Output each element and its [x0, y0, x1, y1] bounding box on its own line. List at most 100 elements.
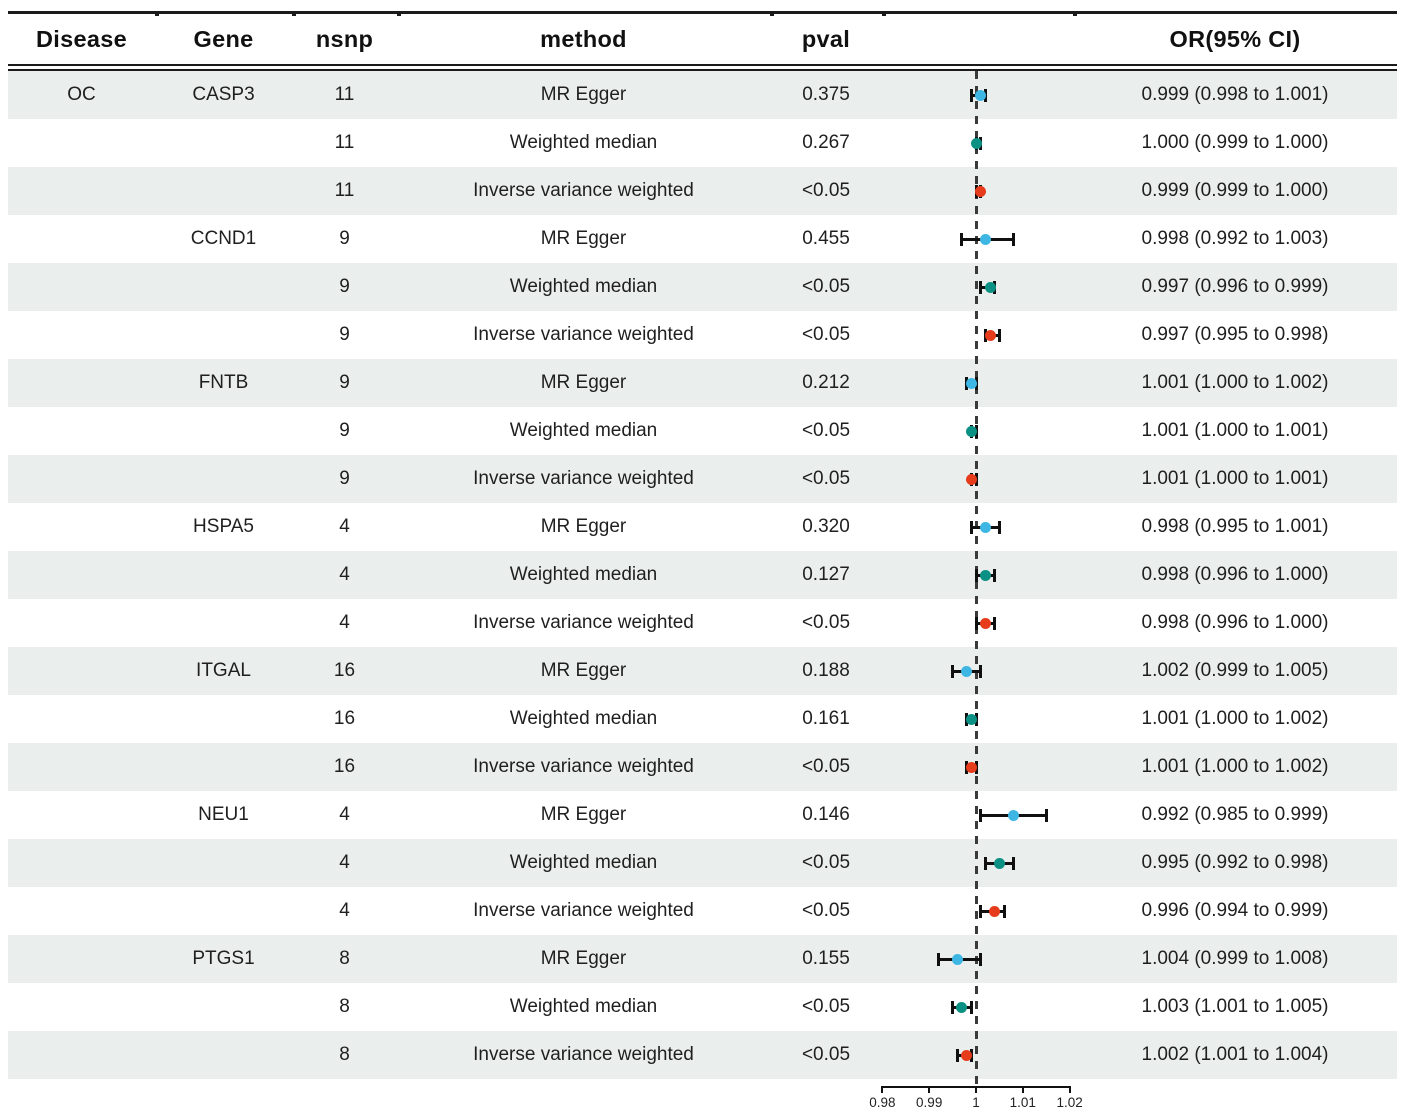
cell-method: MR Egger [540, 228, 627, 249]
cell-method: MR Egger [540, 84, 627, 105]
cell-method: Inverse variance weighted [473, 180, 694, 201]
cell-nsnp: 4 [339, 516, 350, 537]
cell-pval: <0.05 [801, 276, 851, 297]
cell-or: 1.003 (1.001 to 1.005) [1141, 996, 1329, 1017]
table-row: PTGS1 8 MR Egger 0.155 1.004 (0.999 to 1… [8, 935, 1397, 983]
cell-nsnp: 8 [339, 948, 350, 969]
cell-nsnp: 9 [339, 276, 350, 297]
rule-joint [397, 14, 401, 16]
cell-gene: ITGAL [196, 660, 251, 681]
table-row: 4 Weighted median 0.127 0.998 (0.996 to … [8, 551, 1397, 599]
header-method: method [540, 26, 627, 52]
rule-joint [882, 14, 886, 16]
cell-or: 0.998 (0.992 to 1.003) [1141, 228, 1329, 249]
cell-method: Inverse variance weighted [473, 756, 694, 777]
cell-method: Weighted median [509, 420, 658, 441]
cell-gene: HSPA5 [193, 516, 254, 537]
cell-nsnp: 4 [339, 852, 350, 873]
header-row: Disease Gene nsnp method pval OR(95% CI) [8, 15, 1397, 64]
cell-pval: 0.320 [802, 516, 850, 537]
rule-joint [155, 14, 159, 16]
cell-pval: <0.05 [801, 900, 851, 921]
table-row: 11 Inverse variance weighted <0.05 0.999… [8, 167, 1397, 215]
cell-pval: 0.267 [802, 132, 850, 153]
header-pval: pval [801, 26, 851, 52]
cell-method: Inverse variance weighted [473, 1044, 694, 1065]
cell-or: 0.998 (0.996 to 1.000) [1141, 564, 1329, 585]
cell-pval: 0.155 [802, 948, 850, 969]
table-body: OC CASP3 11 MR Egger 0.375 0.999 (0.998 … [8, 71, 1397, 1079]
table-row: HSPA5 4 MR Egger 0.320 0.998 (0.995 to 1… [8, 503, 1397, 551]
cell-nsnp: 4 [339, 564, 350, 585]
axis-tick [1068, 1086, 1071, 1093]
cell-pval: <0.05 [801, 996, 851, 1017]
table-row: OC CASP3 11 MR Egger 0.375 0.999 (0.998 … [8, 71, 1397, 119]
table-row: 8 Weighted median <0.05 1.003 (1.001 to … [8, 983, 1397, 1031]
axis-tick [975, 1086, 977, 1093]
cell-pval: 0.161 [802, 708, 850, 729]
cell-or: 1.004 (0.999 to 1.008) [1141, 948, 1329, 969]
cell-nsnp: 11 [334, 180, 355, 201]
cell-nsnp: 9 [339, 420, 350, 441]
top-rule [8, 11, 1397, 14]
table-row: 9 Weighted median <0.05 0.997 (0.996 to … [8, 263, 1397, 311]
cell-nsnp: 4 [339, 612, 350, 633]
cell-pval: 0.212 [802, 372, 850, 393]
table-row: ITGAL 16 MR Egger 0.188 1.002 (0.999 to … [8, 647, 1397, 695]
cell-or: 1.002 (0.999 to 1.005) [1141, 660, 1329, 681]
cell-method: MR Egger [540, 660, 627, 681]
table-row: 9 Inverse variance weighted <0.05 0.997 … [8, 311, 1397, 359]
cell-or: 1.002 (1.001 to 1.004) [1141, 1044, 1329, 1065]
cell-nsnp: 11 [334, 84, 355, 105]
cell-pval: <0.05 [801, 420, 851, 441]
cell-pval: 0.188 [802, 660, 850, 681]
axis-tick [881, 1086, 884, 1093]
cell-or: 1.000 (0.999 to 1.000) [1141, 132, 1329, 153]
cell-or: 0.999 (0.998 to 1.001) [1141, 84, 1329, 105]
cell-pval: <0.05 [801, 852, 851, 873]
cell-or: 1.001 (1.000 to 1.002) [1141, 372, 1329, 393]
cell-disease: OC [67, 84, 96, 105]
table-row: 9 Weighted median <0.05 1.001 (1.000 to … [8, 407, 1397, 455]
cell-or: 0.996 (0.994 to 0.999) [1141, 900, 1329, 921]
cell-or: 1.001 (1.000 to 1.001) [1141, 468, 1329, 489]
axis-tick-label: 0.98 [869, 1095, 896, 1110]
cell-or: 1.001 (1.000 to 1.002) [1141, 708, 1329, 729]
axis-tick-label: 1.01 [1009, 1095, 1036, 1110]
table-row: 8 Inverse variance weighted <0.05 1.002 … [8, 1031, 1397, 1079]
table-row: 16 Weighted median 0.161 1.001 (1.000 to… [8, 695, 1397, 743]
table-row: 4 Inverse variance weighted <0.05 0.998 … [8, 599, 1397, 647]
cell-method: Inverse variance weighted [473, 900, 694, 921]
rule-joint [1073, 14, 1077, 16]
table-row: 9 Inverse variance weighted <0.05 1.001 … [8, 455, 1397, 503]
cell-pval: <0.05 [801, 324, 851, 345]
header-or: OR(95% CI) [1169, 26, 1301, 52]
cell-method: MR Egger [540, 372, 627, 393]
cell-nsnp: 16 [333, 756, 356, 777]
cell-method: Weighted median [509, 132, 658, 153]
table-row: 4 Weighted median <0.05 0.995 (0.992 to … [8, 839, 1397, 887]
cell-gene: PTGS1 [192, 948, 255, 969]
cell-method: Inverse variance weighted [473, 324, 694, 345]
table-row: CCND1 9 MR Egger 0.455 0.998 (0.992 to 1… [8, 215, 1397, 263]
cell-pval: <0.05 [801, 756, 851, 777]
cell-nsnp: 4 [339, 804, 350, 825]
cell-or: 0.999 (0.999 to 1.000) [1141, 180, 1329, 201]
cell-nsnp: 9 [339, 468, 350, 489]
axis-tick [1021, 1086, 1024, 1093]
cell-pval: 0.455 [802, 228, 850, 249]
cell-or: 1.001 (1.000 to 1.002) [1141, 756, 1329, 777]
cell-method: Weighted median [509, 276, 658, 297]
cell-pval: <0.05 [801, 1044, 851, 1065]
cell-nsnp: 4 [339, 900, 350, 921]
cell-pval: <0.05 [801, 468, 851, 489]
cell-method: Weighted median [509, 996, 658, 1017]
cell-pval: 0.127 [802, 564, 850, 585]
header-disease: Disease [36, 26, 127, 52]
cell-pval: 0.146 [802, 804, 850, 825]
header-gene: Gene [193, 26, 254, 52]
cell-or: 0.998 (0.996 to 1.000) [1141, 612, 1329, 633]
cell-method: Weighted median [509, 852, 658, 873]
cell-nsnp: 8 [339, 996, 350, 1017]
